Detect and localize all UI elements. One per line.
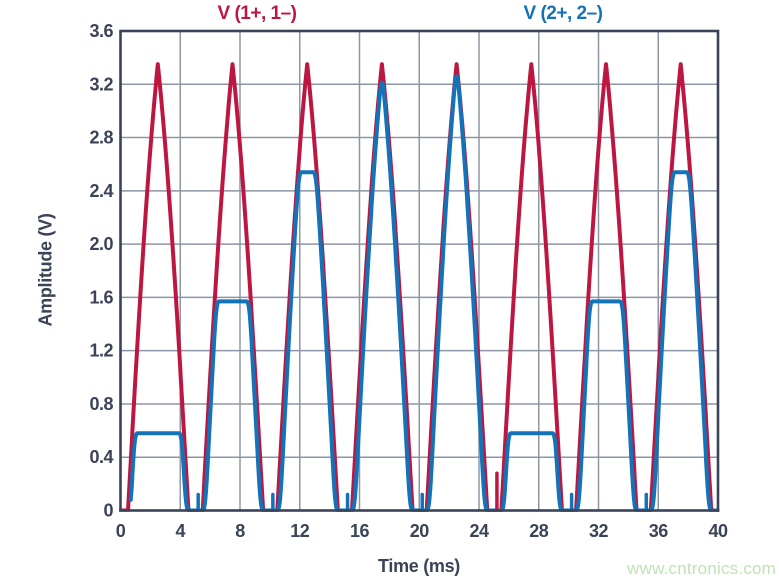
x-tick-label: 20 xyxy=(410,521,430,541)
glitch-spikes xyxy=(196,471,649,512)
waveform-trace-2 xyxy=(128,74,720,512)
x-tick-label: 16 xyxy=(350,521,370,541)
axis-tick-labels: 0 4 8 12 16 20 24 28 32 36 40 0 0.4 0.8 1.2 1.6 2.0 2.4 2.… xyxy=(89,21,728,541)
y-tick-label: 2.0 xyxy=(89,234,113,254)
y-tick-label: 3.2 xyxy=(89,74,113,94)
y-tick-label: 2.4 xyxy=(89,181,113,201)
y-tick-label: 0.8 xyxy=(89,394,113,414)
x-tick-label: 12 xyxy=(290,521,310,541)
x-tick-label: 8 xyxy=(235,521,245,541)
x-tick-label: 32 xyxy=(589,521,609,541)
legend-series2-label: V (2+, 2–) xyxy=(523,3,603,24)
y-tick-label: 1.6 xyxy=(89,287,113,307)
y-tick-label: 3.6 xyxy=(89,21,113,41)
x-tick-label: 40 xyxy=(708,521,728,541)
y-tick-label: 0 xyxy=(103,501,113,521)
y-tick-label: 0.4 xyxy=(89,447,113,467)
x-tick-label: 28 xyxy=(529,521,549,541)
x-tick-label: 4 xyxy=(175,521,185,541)
plot-border xyxy=(119,29,720,512)
plot-frame xyxy=(119,29,720,512)
y-tick-label: 2.8 xyxy=(89,128,113,148)
y-tick-label: 1.2 xyxy=(89,341,113,361)
x-tick-label: 0 xyxy=(116,521,126,541)
x-tick-label: 24 xyxy=(469,521,489,541)
x-axis-title: Time (ms) xyxy=(378,556,460,576)
watermark-text: www.cntronics.com xyxy=(627,559,776,578)
y-axis-title: Amplitude (V) xyxy=(35,213,56,327)
x-tick-label: 36 xyxy=(649,521,669,541)
legend-series1-label: V (1+, 1–) xyxy=(217,3,297,24)
